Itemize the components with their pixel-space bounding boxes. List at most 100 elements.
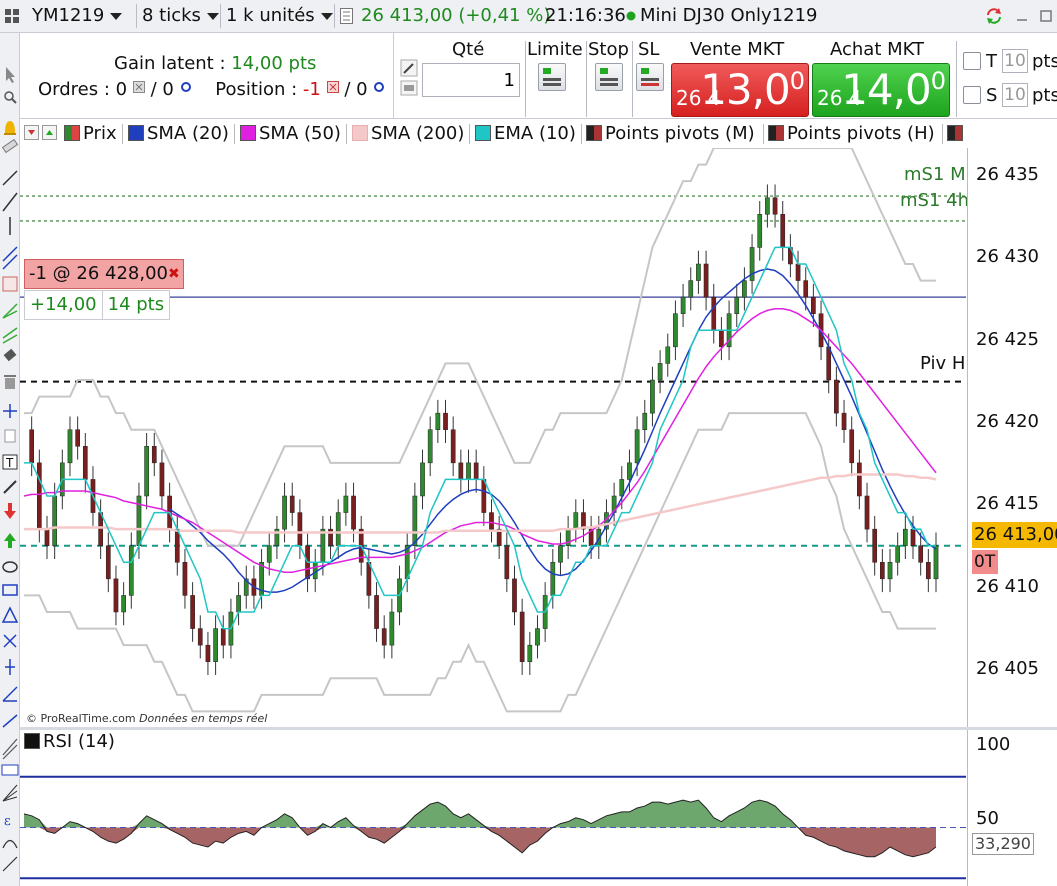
alert-bell-icon[interactable]: [4, 121, 16, 135]
candle-body: [297, 512, 303, 546]
y-tick-label: 26 415: [976, 493, 1039, 514]
close-position-icon[interactable]: [326, 81, 339, 93]
legend-item-more[interactable]: [947, 122, 966, 146]
candle-body: [496, 528, 502, 546]
candle-body: [841, 412, 847, 430]
ray-icon[interactable]: [2, 192, 18, 212]
candle-body: [512, 578, 517, 613]
close-icon[interactable]: ✖: [168, 266, 180, 282]
ellipse-icon[interactable]: [2, 561, 18, 573]
candle-body: [519, 611, 525, 662]
arc-icon[interactable]: [2, 839, 18, 849]
series-line-ema-10-: [24, 246, 936, 630]
candle-body: [213, 628, 218, 662]
move-icon[interactable]: [3, 404, 17, 418]
legend-label: SMA (50): [259, 123, 341, 144]
wrench-icon[interactable]: [400, 59, 418, 77]
separator: [469, 124, 470, 144]
measure-icon[interactable]: [5, 659, 15, 675]
cancel-orders-icon[interactable]: [132, 81, 145, 93]
cycle-icon[interactable]: [2, 856, 18, 872]
position-settings-icon[interactable]: [373, 81, 385, 93]
maximize-icon[interactable]: [1034, 4, 1057, 28]
grid-icon-glyph: [5, 9, 19, 23]
pane-divider[interactable]: [20, 727, 1057, 730]
stop-loss-button[interactable]: [636, 63, 664, 91]
trendline-icon[interactable]: [2, 170, 18, 186]
rectangle-icon[interactable]: [2, 584, 18, 596]
rsi-axis[interactable]: 100 50 33,290: [967, 730, 1057, 886]
raff-icon[interactable]: [1, 764, 19, 776]
price-chart[interactable]: mS1 M mS1 4h Piv H -1 @ 26 428,00 ✖ +14,…: [20, 147, 969, 728]
y-tick-label: 26 425: [976, 329, 1039, 350]
legend-item-sma50[interactable]: SMA (50): [240, 122, 341, 146]
epsilon-icon[interactable]: ε: [4, 814, 11, 829]
legend-item-sma200[interactable]: SMA (200): [352, 122, 464, 146]
y-tick-label: 26 410: [976, 576, 1039, 597]
pivots-m-swatch: [586, 124, 602, 141]
ruler-icon[interactable]: [1, 138, 19, 154]
keyboard-icon[interactable]: [400, 80, 418, 96]
take-profit-input[interactable]: 10: [1002, 49, 1028, 73]
candle-body: [366, 562, 372, 596]
rsi-tick-label: 100: [976, 734, 1011, 755]
collapse-icon[interactable]: [24, 125, 39, 140]
grid-icon[interactable]: [4, 3, 22, 29]
svg-text:ε: ε: [4, 814, 11, 829]
sync-icon[interactable]: [982, 4, 1006, 28]
legend-item-pivots-m[interactable]: Points pivots (M): [586, 122, 755, 146]
buy-price-digits: 14,0: [841, 65, 932, 114]
channel-icon[interactable]: [2, 246, 18, 270]
legend-item-ema10[interactable]: EMA (10): [475, 122, 576, 146]
andrews-icon[interactable]: [2, 738, 18, 760]
svg-text:T: T: [5, 456, 14, 470]
document-icon[interactable]: [4, 429, 16, 443]
sell-price-prefix: 26 4: [676, 86, 721, 110]
limit-order-button[interactable]: [538, 63, 566, 91]
trash-icon[interactable]: [4, 375, 16, 389]
candle-body: [320, 528, 326, 563]
fibonacci-icon[interactable]: [2, 276, 18, 292]
ticks-selector[interactable]: 8 ticks: [142, 3, 219, 29]
rsi-legend[interactable]: RSI (14): [24, 731, 115, 752]
triangle-icon[interactable]: [1, 606, 19, 623]
minimize-icon[interactable]: [1010, 4, 1034, 28]
stop-order-button[interactable]: [595, 63, 623, 91]
separator: [136, 4, 137, 28]
sell-arrow-icon[interactable]: [4, 503, 16, 519]
legend-item-pivots-h[interactable]: Points pivots (H): [768, 122, 935, 146]
candle-body: [328, 528, 333, 546]
units-selector[interactable]: 1 k unités: [226, 3, 333, 29]
orders-label: Ordres : 0: [38, 79, 128, 100]
stop-input[interactable]: 10: [1002, 83, 1028, 107]
angle-icon[interactable]: [2, 686, 18, 702]
instrument-selector[interactable]: YM1219: [32, 3, 123, 29]
price-axis[interactable]: 26 435 26 430 26 425 26 420 26 415 26 41…: [967, 148, 1057, 728]
candle-body: [903, 528, 908, 546]
expand-icon[interactable]: [42, 125, 57, 140]
take-profit-checkbox[interactable]: [963, 52, 981, 70]
take-profit-unit: pts: [1032, 51, 1057, 72]
rsi-chart[interactable]: RSI (14): [20, 730, 966, 886]
pitchfork-icon[interactable]: [2, 327, 18, 344]
cursor-icon[interactable]: [6, 67, 15, 83]
candle-body: [734, 296, 740, 314]
zoom-icon[interactable]: [4, 91, 17, 104]
eraser-icon[interactable]: [3, 348, 17, 362]
stop-checkbox[interactable]: [963, 86, 981, 104]
pencil-icon[interactable]: [3, 480, 17, 494]
buy-market-button[interactable]: 26 4 14,00: [812, 63, 950, 117]
quantity-input[interactable]: [422, 63, 520, 97]
legend-item-sma20[interactable]: SMA (20): [128, 122, 229, 146]
legend-item-prix[interactable]: Prix: [64, 122, 117, 146]
text-tool-icon[interactable]: T: [2, 454, 18, 470]
fan-icon[interactable]: [2, 784, 18, 802]
gann-icon[interactable]: [2, 303, 18, 319]
regression-icon[interactable]: [2, 714, 18, 728]
cross-icon[interactable]: [3, 634, 17, 648]
sell-market-button[interactable]: 26 4 13,00: [671, 63, 809, 117]
orders-settings-icon[interactable]: [180, 81, 192, 93]
candle-body: [772, 197, 778, 215]
buy-arrow-icon[interactable]: [4, 533, 16, 548]
position-tag[interactable]: -1 @ 26 428,00: [24, 259, 184, 289]
